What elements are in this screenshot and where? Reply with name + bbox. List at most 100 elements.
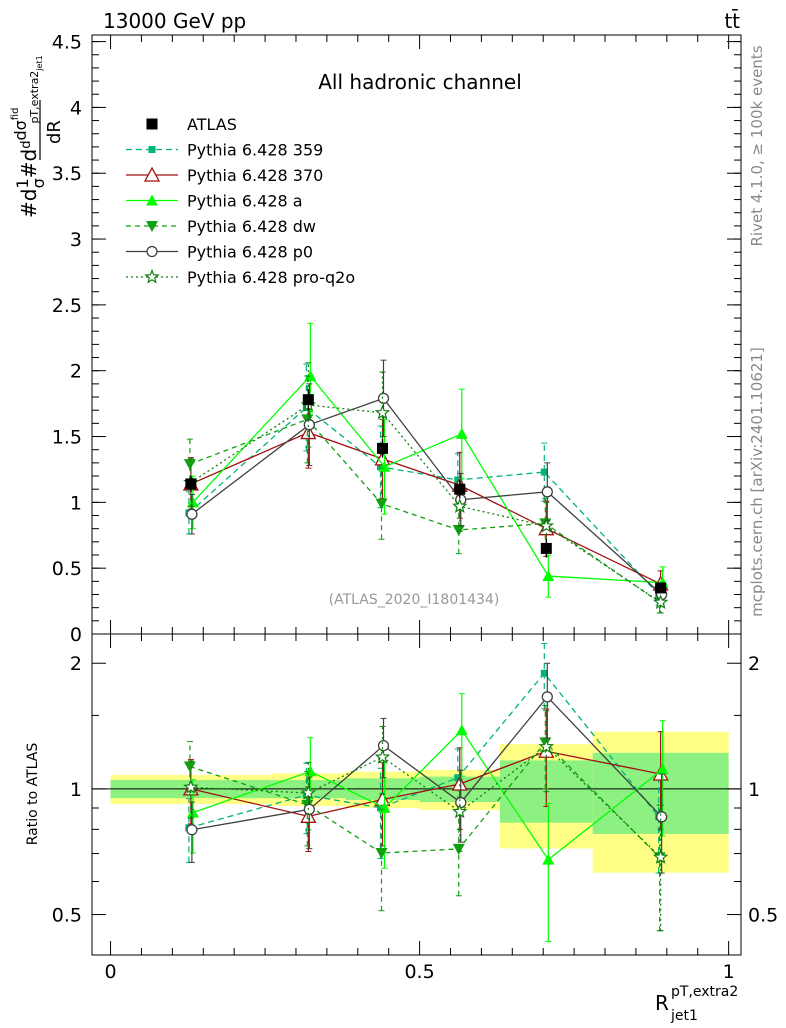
series-line: [190, 431, 661, 585]
ratio-ytick-labels: 0.5 0.5 1 1 2 2: [52, 653, 778, 926]
ratio-series: [182, 642, 669, 943]
ratio-point: [377, 804, 385, 812]
ratio-point: [377, 739, 390, 752]
atlas-point: [655, 582, 667, 594]
main-ytick-label: 2.5: [52, 295, 82, 317]
atlas-point: [302, 394, 314, 406]
ylabel-dR: dR: [44, 120, 65, 144]
ratio-point: [183, 761, 196, 773]
legend: ATLAS Pythia 6.428 359 Pythia 6.428 370 Pyt…: [126, 115, 355, 287]
data-point: [374, 404, 391, 420]
rivet-label: Rivet 4.1.0, ≥ 100k events: [748, 45, 766, 246]
atlas-point: [377, 442, 389, 454]
chart-title: All hadronic channel: [318, 70, 522, 94]
energy-label: 13000 GeV pp: [103, 9, 246, 33]
series-line: [192, 374, 663, 584]
ratio-point: [452, 843, 465, 855]
atlas-point: [540, 542, 552, 554]
ratio-point: [538, 738, 555, 754]
main-ytick-label: 1: [70, 492, 82, 514]
data-point: [455, 427, 468, 439]
legend-label: Pythia 6.428 dw: [187, 217, 316, 236]
main-ylabel: #d1σ#dddσfid pT,extra2jet1 dR: [10, 55, 65, 218]
legend-marker: [146, 245, 158, 258]
ratio-point: [375, 848, 388, 860]
data-point: [652, 594, 669, 610]
mcplots-label: mcplots.cern.ch [arXiv:2401.10621]: [748, 347, 766, 617]
ratio-point: [183, 779, 199, 794]
ratio-point: [452, 803, 468, 819]
ratio-ytick-label-right: 1: [748, 779, 760, 801]
data-point: [541, 486, 553, 498]
main-ytick-label: 4: [70, 97, 82, 119]
ratio-point: [655, 811, 668, 823]
series-line: [188, 406, 660, 595]
ylabel-sigma: σ: [29, 178, 48, 188]
ratio-frame: [91, 633, 742, 956]
ratio-point: [542, 853, 555, 865]
main-ytick-label: 2: [70, 361, 82, 383]
xtick-label: 0: [104, 961, 116, 983]
data-point: [378, 460, 391, 472]
ratio-point: [652, 849, 669, 864]
process-label: tt̄: [724, 8, 740, 33]
ratio-ytick-label-right: 0.5: [748, 905, 778, 927]
data-point: [186, 508, 198, 520]
data-point: [377, 463, 385, 471]
legend-marker: [146, 221, 158, 232]
main-ytick-label: 3: [70, 229, 82, 251]
legend-marker: [144, 268, 160, 284]
legend-marker-atlas: [146, 118, 158, 130]
ylabel-prefix: #d: [17, 189, 41, 218]
legend-label: Pythia 6.428 p0: [187, 243, 313, 262]
ratio-point: [455, 724, 468, 736]
ratio-point: [374, 748, 391, 764]
ratio-ylabel: Ratio to ATLAS: [25, 743, 41, 846]
ratio-point: [186, 824, 198, 836]
main-ytick-label: 0: [70, 624, 82, 646]
ylabel-dsig: dσ: [11, 120, 30, 140]
ratio-point: [656, 763, 669, 775]
data-point: [538, 517, 555, 533]
data-point: [452, 524, 465, 536]
ratio-point: [454, 774, 462, 782]
data-point: [186, 496, 199, 508]
ratio-line: [188, 672, 660, 829]
series-line: [190, 404, 662, 603]
xlabel-R: R: [655, 991, 669, 1015]
xtick-labels: 0 0.5 1: [104, 961, 734, 983]
data-point: [540, 468, 548, 476]
ylabel-mid: #d: [17, 149, 41, 178]
legend-marker: [143, 166, 161, 182]
data-point: [452, 498, 468, 513]
ratio-point: [300, 807, 317, 823]
axis-ticks: [92, 35, 741, 956]
series-line: [191, 397, 663, 595]
main-ytick-label: 0.5: [52, 558, 82, 580]
ratio-ytick-label: 0.5: [52, 905, 82, 927]
data-point: [375, 498, 388, 510]
ylabel-subsub: jet1: [35, 55, 44, 71]
xlabel-sup: pT,extra2: [671, 984, 738, 1000]
ylabel-fid: fid: [10, 108, 21, 121]
ratio-line: [190, 750, 661, 817]
ratio-point: [303, 803, 315, 816]
main-series: [182, 322, 669, 614]
ratio-ytick-label: 2: [70, 653, 82, 675]
ratio-ytick-label: 1: [70, 779, 82, 801]
analysis-label: (ATLAS_2020_I1801434): [329, 592, 500, 608]
legend-label-atlas: ATLAS: [187, 115, 237, 134]
legend-label: Pythia 6.428 a: [187, 192, 303, 211]
ratio-point: [186, 806, 199, 818]
series-line: [189, 418, 661, 603]
ylabel-d: d: [19, 141, 34, 149]
ratio-line: [191, 695, 663, 831]
data-point: [183, 459, 196, 471]
ratio-line: [192, 729, 664, 861]
ratio-point: [541, 691, 553, 703]
ratio-line: [189, 741, 661, 858]
ylabel-one: 1: [13, 178, 32, 188]
